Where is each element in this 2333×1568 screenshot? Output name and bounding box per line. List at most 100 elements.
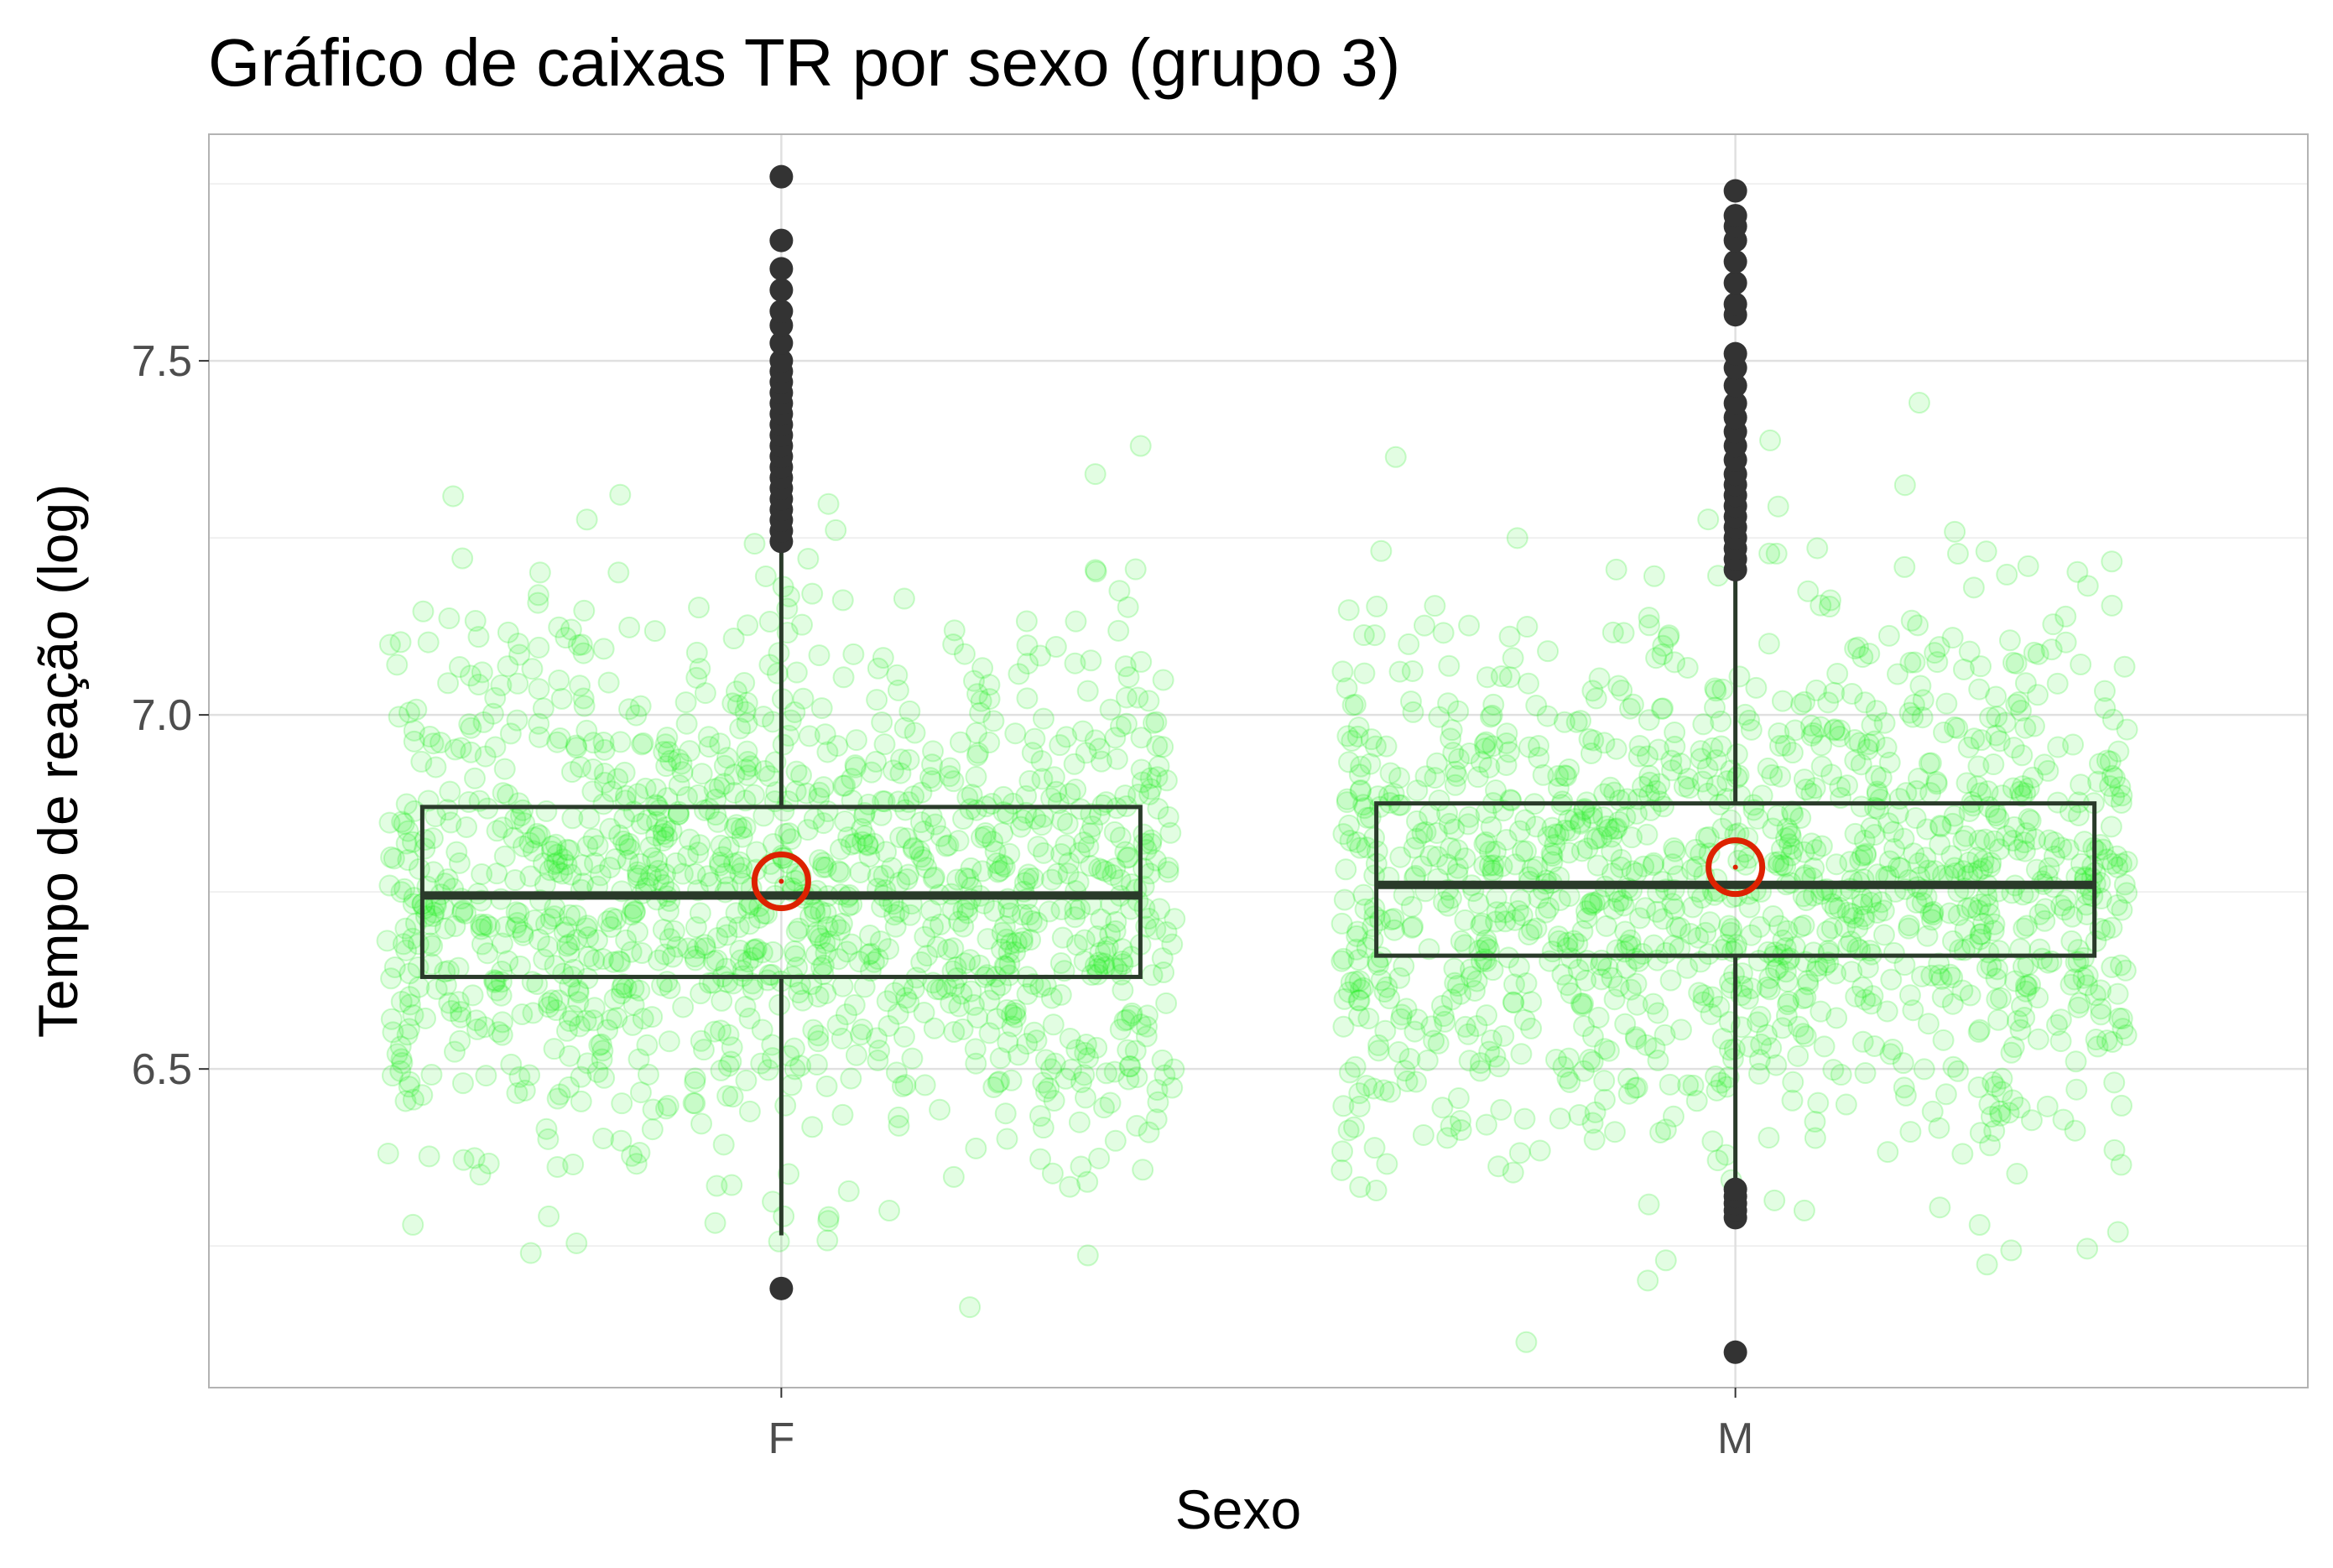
jitter-point: [708, 776, 731, 799]
jitter-point: [414, 837, 436, 860]
jitter-point: [831, 1103, 854, 1126]
jitter-point: [1018, 904, 1041, 926]
jitter-point: [2005, 652, 2028, 675]
jitter-point: [960, 857, 982, 879]
jitter-point: [1115, 686, 1138, 709]
jitter-point: [757, 969, 779, 992]
jitter-point: [1401, 659, 1424, 682]
jitter-point: [1126, 1066, 1148, 1089]
jitter-point: [629, 1081, 652, 1104]
jitter-point: [1068, 1111, 1091, 1133]
jitter-point: [865, 750, 888, 773]
jitter-point: [422, 861, 445, 883]
jitter-point: [548, 616, 570, 638]
jitter-point: [1576, 837, 1599, 860]
jitter-point: [2006, 1009, 2028, 1032]
jitter-point: [685, 666, 708, 689]
jitter-point: [703, 778, 726, 800]
jitter-point: [940, 992, 962, 1014]
jitter-point: [1946, 1060, 1969, 1082]
jitter-point: [642, 847, 664, 869]
jitter-point: [465, 1009, 487, 1032]
jitter-point: [913, 849, 935, 872]
jitter-point: [612, 830, 635, 852]
jitter-point: [978, 1022, 1001, 1044]
jitter-point: [2054, 631, 2077, 654]
jitter-point: [639, 836, 662, 858]
jitter-point: [751, 1018, 773, 1041]
jitter-point: [1073, 950, 1096, 972]
jitter-point: [853, 825, 876, 847]
jitter-point: [704, 1211, 726, 1234]
jitter-point: [1601, 621, 1624, 643]
jitter-point: [658, 741, 680, 763]
jitter-point: [543, 1038, 565, 1060]
outlier-point: [1723, 341, 1747, 366]
jitter-point: [2054, 605, 2077, 628]
jitter-point: [583, 852, 606, 874]
jitter-point: [737, 764, 759, 787]
jitter-point: [722, 852, 745, 875]
jitter-point: [522, 840, 544, 862]
jitter-point: [538, 1205, 560, 1227]
jitter-point: [376, 930, 398, 952]
jitter-point: [1706, 1149, 1729, 1172]
jitter-point: [923, 1017, 945, 1039]
jitter-point: [1467, 892, 1490, 914]
jitter-point: [1484, 1045, 1507, 1068]
jitter-point: [1148, 755, 1170, 778]
jitter-point: [1111, 951, 1133, 973]
jitter-point: [937, 834, 960, 857]
jitter-point: [1145, 1108, 1168, 1131]
jitter-point: [1568, 1103, 1591, 1126]
jitter-point: [737, 751, 759, 774]
jitter-point: [448, 852, 471, 874]
jitter-point: [1846, 916, 1869, 939]
jitter-point: [1935, 692, 1958, 715]
jitter-point: [826, 735, 849, 758]
jitter-point: [814, 932, 836, 955]
jitter-point: [1343, 1116, 1366, 1138]
jitter-point: [808, 781, 831, 804]
jitter-point: [890, 748, 913, 771]
jitter-point: [998, 842, 1021, 865]
jitter-point: [471, 914, 493, 937]
jitter-point: [2064, 1119, 2086, 1142]
jitter-point: [544, 999, 567, 1022]
jitter-point: [1643, 1037, 1666, 1060]
jitter-point: [412, 600, 435, 623]
jitter-point: [986, 852, 1008, 875]
jitter-point: [1043, 1090, 1065, 1112]
jitter-point: [471, 661, 493, 684]
jitter-point: [785, 920, 808, 943]
jitter-point: [534, 913, 557, 935]
jitter-point: [1065, 779, 1087, 801]
jitter-point: [1499, 789, 1522, 811]
jitter-point: [597, 671, 620, 694]
jitter-point: [2036, 1095, 2059, 1117]
jitter-point: [606, 1007, 628, 1029]
jitter-point: [652, 830, 674, 852]
jitter-point: [449, 1001, 471, 1024]
jitter-point: [807, 1030, 830, 1053]
jitter-point: [1147, 1091, 1169, 1113]
jitter-point: [1016, 982, 1039, 1005]
jitter-point: [1525, 694, 1548, 716]
jitter-point: [1768, 735, 1791, 758]
jitter-point: [929, 913, 951, 935]
jitter-point: [1389, 846, 1412, 868]
jitter-point: [1333, 888, 1356, 911]
jitter-point: [436, 799, 459, 821]
jitter-point: [403, 730, 425, 753]
jitter-point: [549, 1083, 571, 1106]
jitter-point: [656, 826, 679, 848]
jitter-point: [1549, 1107, 1571, 1130]
jitter-point: [735, 758, 758, 781]
jitter-point: [708, 852, 731, 874]
jitter-point: [1079, 822, 1101, 845]
jitter-point: [588, 1034, 611, 1056]
jitter-point: [948, 910, 971, 933]
jitter-point: [694, 934, 716, 956]
jitter-point: [654, 733, 677, 756]
jitter-point: [694, 682, 716, 705]
